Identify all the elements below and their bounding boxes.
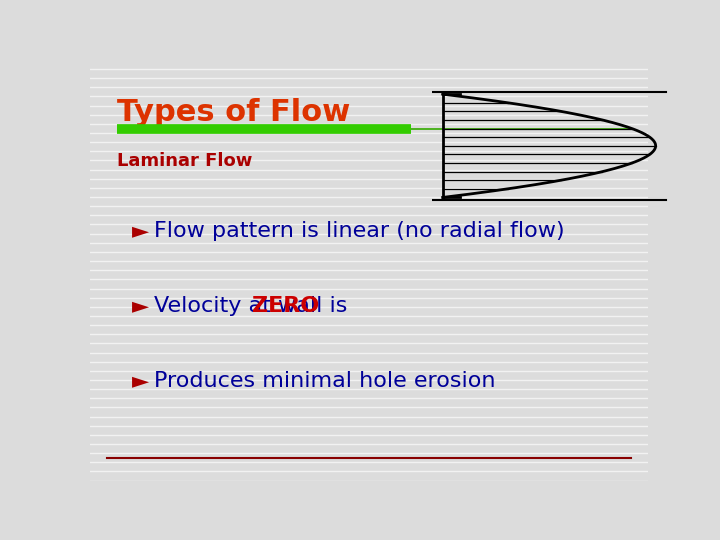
- Text: Flow pattern is linear (no radial flow): Flow pattern is linear (no radial flow): [154, 221, 564, 241]
- Text: ►: ►: [132, 221, 149, 241]
- Text: Laminar Flow: Laminar Flow: [117, 152, 252, 170]
- Text: ZERO: ZERO: [253, 296, 320, 316]
- Text: ►: ►: [132, 371, 149, 391]
- Text: Types of Flow: Types of Flow: [117, 98, 350, 127]
- Text: ►: ►: [132, 296, 149, 316]
- Text: Velocity at wall is: Velocity at wall is: [154, 296, 355, 316]
- Text: Produces minimal hole erosion: Produces minimal hole erosion: [154, 371, 495, 391]
